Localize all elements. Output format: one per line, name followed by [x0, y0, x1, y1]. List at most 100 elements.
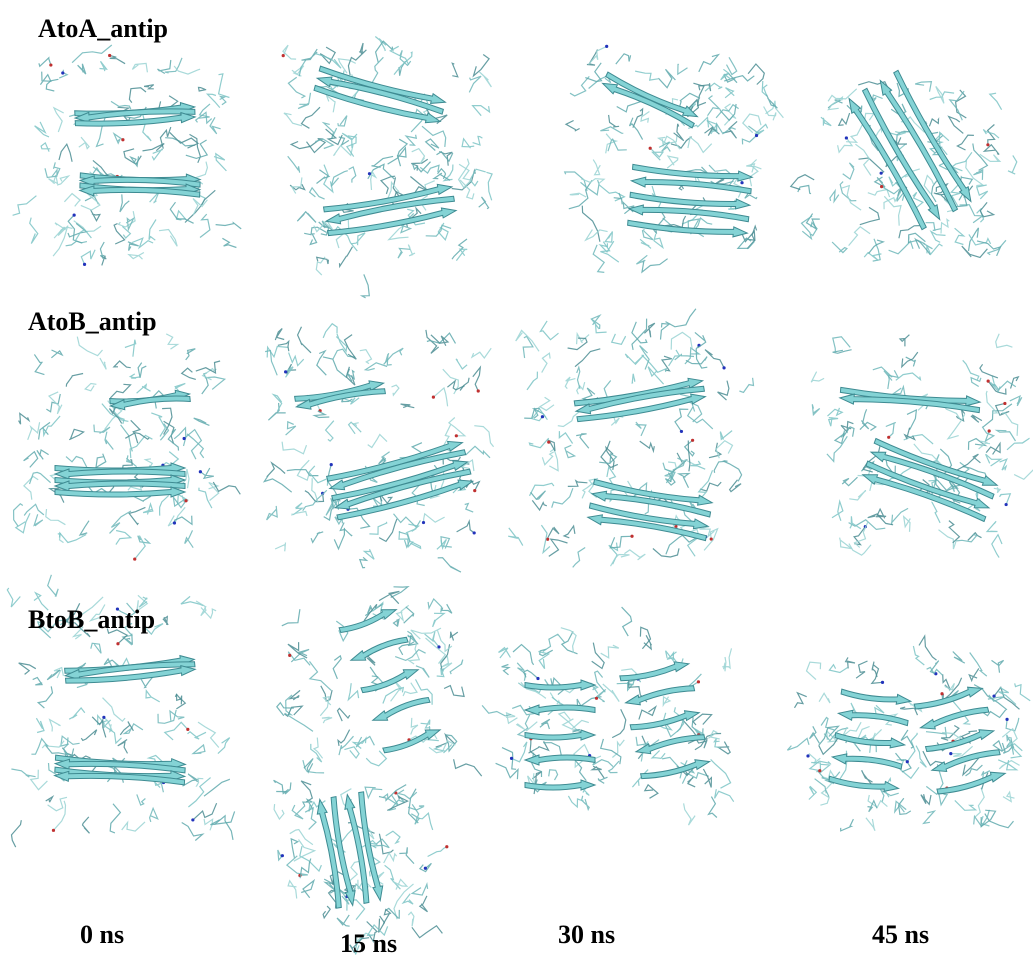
side-chain — [499, 648, 511, 658]
side-chain — [24, 452, 38, 468]
side-chain — [718, 381, 729, 401]
side-chain — [340, 523, 352, 536]
side-chain — [131, 420, 140, 443]
side-chain — [50, 720, 61, 732]
side-chain — [384, 853, 397, 863]
side-chain — [572, 758, 587, 780]
side-chain — [661, 324, 670, 340]
side-chain — [429, 741, 455, 753]
side-chain — [992, 535, 1002, 558]
atom — [697, 680, 700, 683]
side-chain — [558, 411, 580, 426]
side-chain — [913, 646, 924, 665]
side-chain — [274, 395, 282, 411]
side-chain — [994, 487, 1000, 492]
side-chain — [143, 504, 153, 515]
side-chain — [502, 748, 516, 770]
side-chain — [81, 194, 100, 210]
side-chain — [442, 604, 452, 613]
beta-strand — [525, 730, 595, 740]
side-chain — [158, 710, 176, 723]
side-chain — [81, 250, 95, 265]
atom — [630, 535, 633, 538]
atom — [887, 436, 890, 439]
side-chain — [516, 330, 539, 351]
side-chain — [688, 441, 690, 472]
side-chain — [496, 763, 518, 779]
side-chain — [678, 64, 688, 74]
side-chain — [420, 165, 439, 173]
atom — [445, 845, 448, 848]
side-chain — [41, 143, 50, 152]
side-chain — [163, 617, 168, 625]
side-chain — [473, 367, 481, 391]
side-chain — [327, 95, 336, 112]
side-chain — [679, 474, 689, 488]
side-chain — [298, 93, 310, 109]
side-chain — [403, 894, 413, 904]
atom — [52, 829, 55, 832]
side-chain — [36, 718, 44, 732]
side-chain — [105, 720, 122, 743]
atom — [282, 54, 285, 57]
side-chain — [34, 514, 43, 526]
side-chain — [218, 738, 230, 754]
side-chain — [674, 124, 684, 141]
side-chain — [291, 140, 319, 149]
side-chain — [600, 242, 618, 262]
side-chain — [428, 599, 441, 612]
side-chain — [1007, 438, 1030, 450]
side-chain — [718, 742, 730, 754]
side-chain — [603, 684, 619, 702]
side-chain — [77, 337, 102, 356]
side-chain — [301, 881, 314, 898]
side-chain — [724, 657, 726, 671]
side-chain — [932, 503, 940, 523]
side-chain — [960, 205, 983, 223]
side-chain — [288, 156, 300, 172]
side-chain — [412, 149, 425, 164]
atom — [288, 654, 291, 657]
side-chain — [389, 226, 409, 239]
side-chain — [889, 241, 913, 254]
side-chain — [310, 661, 332, 690]
side-chain — [80, 521, 89, 535]
side-chain — [866, 818, 875, 831]
side-chain — [743, 114, 761, 133]
side-chain — [321, 686, 332, 701]
side-chain — [292, 805, 305, 819]
atom — [121, 138, 124, 141]
side-chain — [323, 357, 350, 377]
side-chain — [207, 94, 219, 107]
side-chain — [7, 588, 20, 607]
side-chain — [632, 374, 635, 383]
side-chain — [923, 751, 943, 765]
atom — [108, 54, 111, 57]
side-chain — [820, 790, 829, 806]
atom — [845, 136, 848, 139]
side-chain — [592, 319, 607, 332]
side-chain — [860, 207, 880, 224]
side-chain — [576, 434, 589, 448]
side-chain — [421, 720, 431, 728]
side-chain — [38, 686, 52, 708]
side-chain — [856, 661, 867, 678]
side-chain — [795, 693, 807, 708]
side-chain — [540, 719, 550, 729]
side-chain — [188, 732, 207, 739]
side-chain — [812, 404, 819, 415]
side-chain — [69, 429, 83, 439]
side-chain — [924, 811, 935, 823]
side-chain — [716, 441, 733, 459]
side-chain — [593, 160, 600, 175]
side-chain — [360, 43, 363, 54]
side-chain — [124, 724, 142, 734]
side-chain — [66, 241, 87, 246]
side-chain — [601, 645, 619, 658]
side-chain — [200, 214, 210, 237]
beta-strand — [628, 220, 748, 237]
atom — [722, 366, 725, 369]
side-chain — [986, 391, 997, 413]
side-chain — [31, 770, 48, 790]
side-chain — [957, 135, 974, 150]
